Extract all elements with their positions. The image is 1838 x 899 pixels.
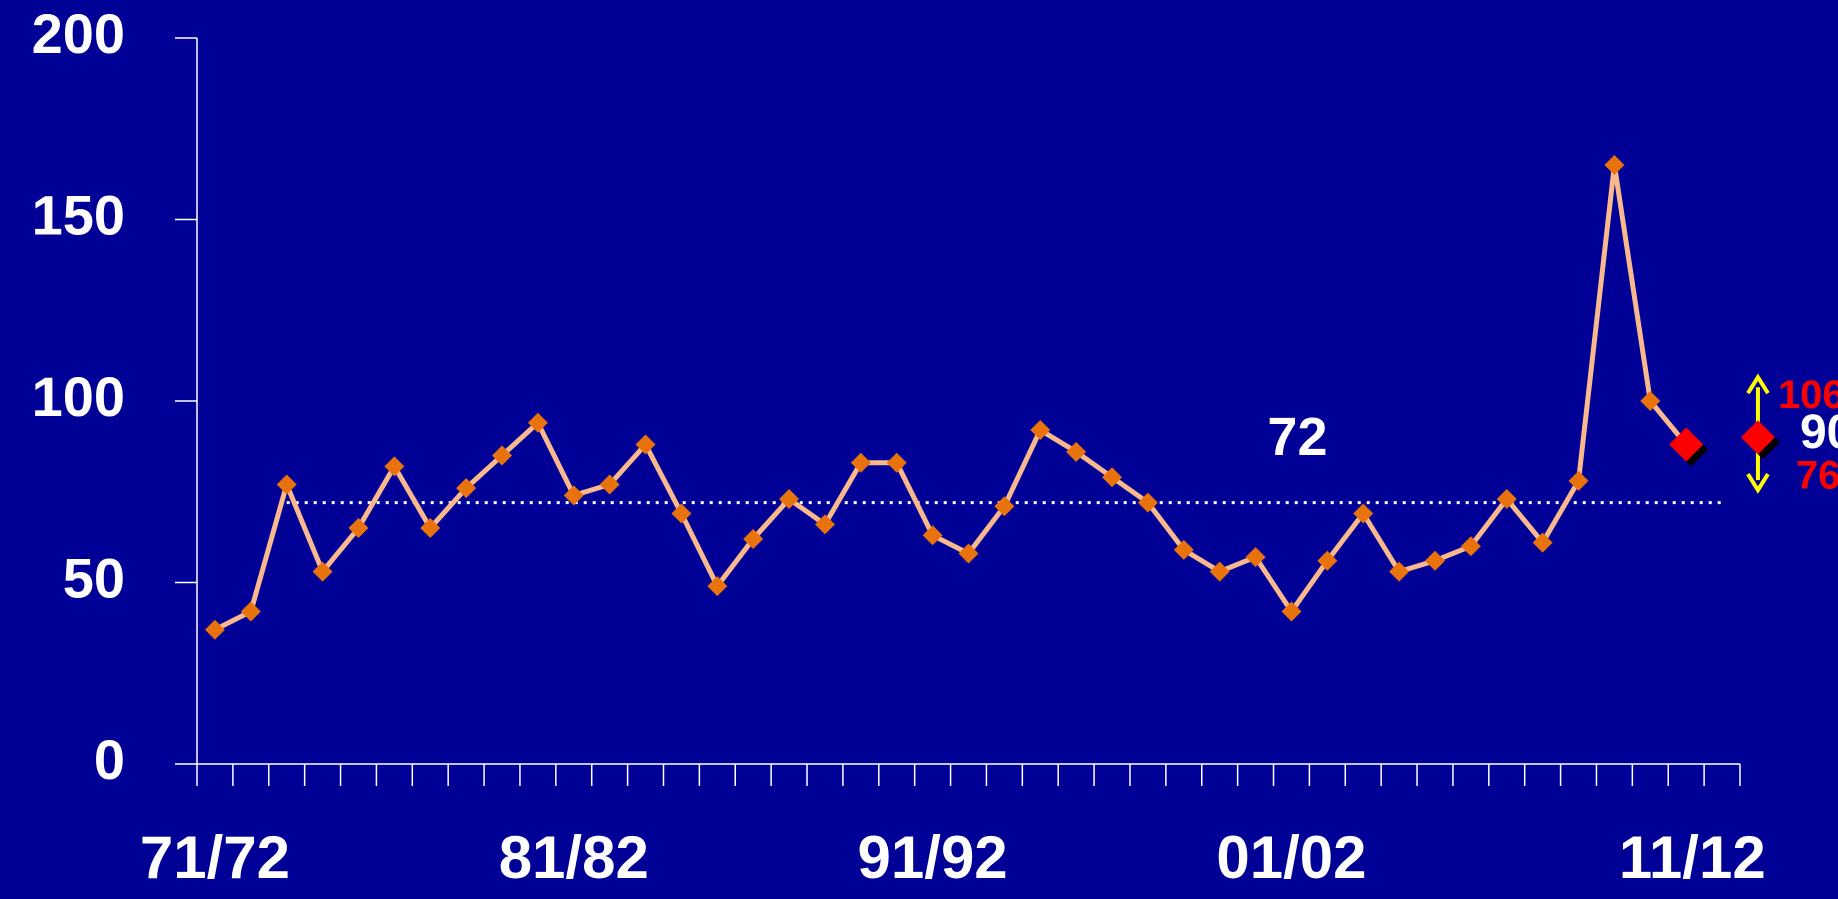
marker	[1568, 470, 1589, 491]
marker	[1532, 532, 1553, 553]
marker	[886, 452, 907, 473]
y-tick-label: 100	[32, 365, 125, 428]
marker	[1281, 601, 1302, 622]
mean-label: 72	[1267, 407, 1327, 467]
marker	[1496, 489, 1517, 510]
y-tick-label: 200	[32, 2, 125, 65]
marker	[1173, 539, 1194, 560]
x-tick-label: 81/82	[499, 824, 649, 891]
forecast-marker	[1740, 420, 1775, 455]
marker	[1640, 391, 1661, 411]
marker	[276, 474, 297, 495]
x-tick-label: 71/72	[140, 824, 290, 891]
marker	[1604, 155, 1625, 176]
x-tick-label: 01/02	[1216, 824, 1366, 891]
marker	[1102, 467, 1123, 488]
marker	[348, 518, 369, 539]
marker	[743, 528, 764, 549]
marker	[1389, 561, 1410, 582]
marker	[420, 518, 441, 539]
x-tick-label: 91/92	[858, 824, 1008, 891]
arrow-head	[1746, 373, 1770, 395]
marker	[1030, 420, 1051, 441]
marker	[1424, 550, 1445, 571]
marker	[599, 474, 620, 495]
marker	[1460, 536, 1481, 557]
marker	[456, 478, 477, 499]
marker	[527, 412, 548, 433]
marker	[312, 561, 333, 582]
marker	[922, 525, 943, 546]
marker	[779, 489, 800, 510]
y-tick-label: 150	[32, 183, 125, 246]
marker	[707, 576, 728, 597]
marker	[814, 514, 835, 535]
marker	[240, 601, 261, 622]
marker	[204, 619, 225, 640]
marker	[1209, 561, 1230, 582]
marker	[850, 452, 871, 473]
forecast-value-label: 90	[1800, 406, 1838, 459]
marker	[1066, 441, 1087, 462]
marker	[1669, 427, 1704, 462]
arrow-head	[1746, 473, 1770, 494]
marker	[1245, 547, 1266, 568]
y-tick-label: 0	[94, 728, 125, 791]
marker	[1353, 503, 1374, 524]
x-tick-label: 11/12	[1619, 824, 1766, 891]
marker	[1137, 492, 1158, 513]
forecast-high-label: 106	[1778, 373, 1838, 417]
marker	[958, 543, 979, 564]
y-tick-label: 50	[63, 546, 125, 609]
forecast-low-label: 76	[1796, 454, 1838, 498]
marker	[1317, 550, 1338, 571]
marker	[384, 456, 405, 477]
marker	[492, 445, 513, 466]
marker	[994, 496, 1015, 517]
marker	[563, 485, 584, 506]
marker	[635, 434, 656, 455]
marker	[671, 503, 692, 524]
